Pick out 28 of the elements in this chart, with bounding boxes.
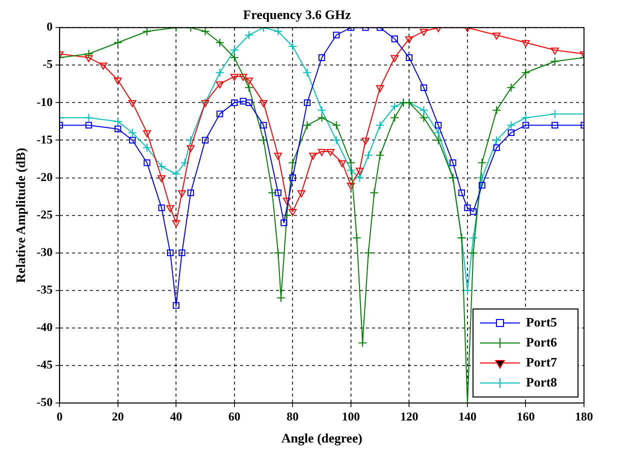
y-tick-label: -30: [36, 244, 53, 259]
x-tick-label: 160: [516, 409, 535, 424]
y-tick-label: -15: [36, 132, 53, 146]
x-tick-label: 100: [342, 409, 360, 424]
y-tick-label: -20: [36, 170, 53, 184]
y-tick-label: 0: [46, 20, 53, 34]
y-tick-label: -50: [36, 395, 53, 410]
x-tick-label: 180: [575, 409, 593, 424]
y-tick-label: -35: [36, 282, 53, 296]
y-tick-label: -25: [36, 207, 53, 222]
y-axis-title: Relative Amplitude (dB): [13, 148, 28, 283]
x-tick-label: 0: [56, 409, 63, 424]
y-tick-label: -5: [42, 57, 53, 72]
legend-label: Port7: [526, 354, 558, 370]
x-tick-label: 80: [286, 409, 299, 424]
x-tick-label: 120: [400, 409, 418, 424]
y-tick-label: -40: [36, 320, 53, 334]
x-axis-title: Angle (degree): [281, 430, 362, 446]
chart-title: Frequency 3.6 GHz: [243, 7, 352, 22]
y-tick-label: -45: [36, 358, 53, 372]
y-tick-label: -10: [36, 94, 53, 109]
x-tick-label: 20: [112, 409, 124, 424]
legend-label: Port5: [526, 314, 558, 330]
legend-label: Port6: [526, 334, 558, 350]
x-tick-label: 60: [228, 409, 240, 424]
x-tick-label: 140: [458, 409, 476, 424]
x-tick-label: 40: [170, 409, 182, 424]
legend-label: Port8: [526, 374, 558, 390]
